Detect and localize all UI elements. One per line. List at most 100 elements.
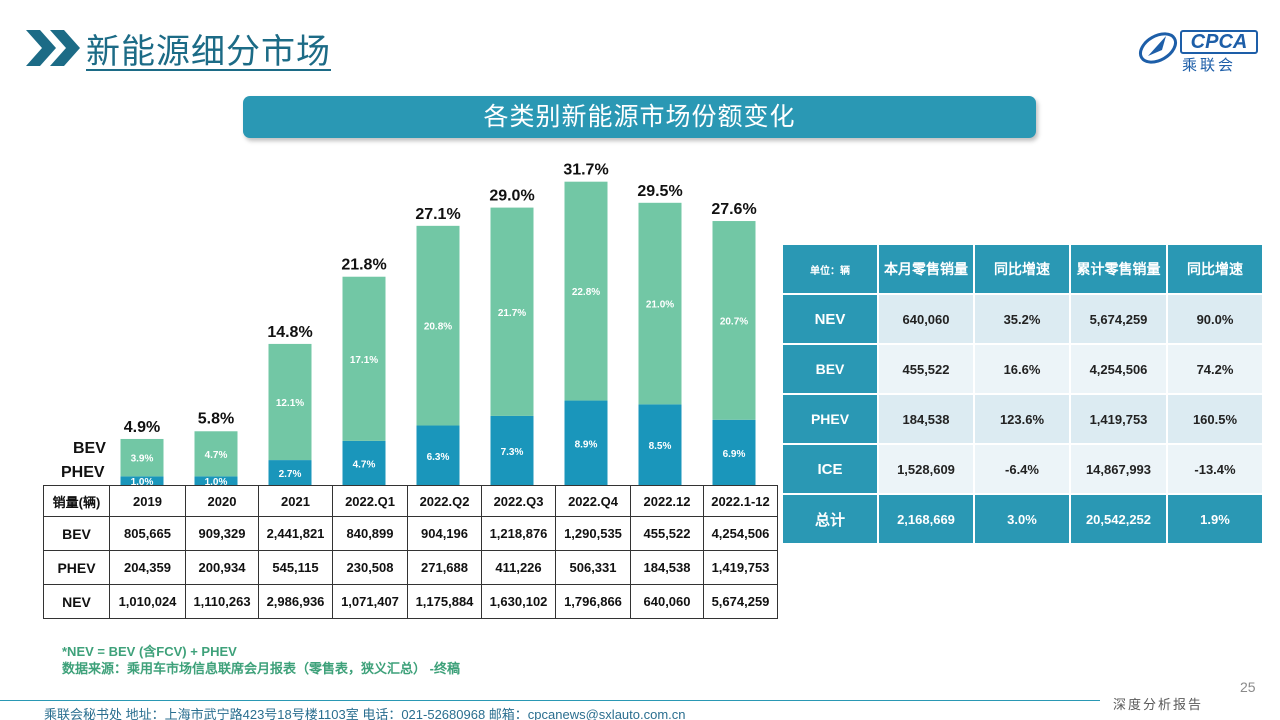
cpca-emblem-icon <box>1138 32 1178 64</box>
table-cell: 411,226 <box>481 550 556 585</box>
table-cell: 160.5% <box>1166 393 1264 445</box>
table-cell: 20,542,252 <box>1069 493 1168 545</box>
table-header-cell: 2022.1-12 <box>703 485 778 517</box>
page-title: 新能源细分市场 <box>86 33 331 71</box>
total-share-label: 5.8% <box>198 410 234 427</box>
table-cell: 14,867,993 <box>1069 443 1168 495</box>
table-header-cell: 同比增速 <box>1166 243 1264 295</box>
bev-bar <box>268 343 312 461</box>
table-row: NEV 640,060 35.2% 5,674,259 90.0% <box>781 293 1264 345</box>
table-header-row: 单位：辆 本月零售销量 同比增速 累计零售销量 同比增速 <box>781 243 1264 295</box>
table-cell: 204,359 <box>109 550 186 585</box>
footer-contact: 乘联会秘书处 地址：上海市武宁路423号18号楼1103室 电话：021-526… <box>44 707 686 720</box>
total-share-label: 27.1% <box>415 206 460 223</box>
table-cell: 200,934 <box>185 550 259 585</box>
phev-data-label: 7.3% <box>501 447 524 458</box>
phev-data-label: 1.0% <box>205 477 228 488</box>
table-cell: 16.6% <box>973 343 1071 395</box>
phev-bar <box>268 460 312 486</box>
table-total-row: 总计 2,168,669 3.0% 20,542,252 1.9% <box>781 493 1264 545</box>
table-cell: 1,218,876 <box>481 516 556 551</box>
nev-definition-note: *NEV = BEV (含FCV) + PHEV <box>62 644 237 659</box>
bev-bar <box>712 221 756 420</box>
table-cell: 909,329 <box>185 516 259 551</box>
bev-series-label: BEV <box>73 440 106 457</box>
table-header-cell: 2019 <box>109 485 186 517</box>
table-cell: 3.0% <box>973 493 1071 545</box>
table-cell: -13.4% <box>1166 443 1264 495</box>
footer-tagline: 深度分析报告 <box>1113 698 1204 713</box>
table-cell: 455,522 <box>877 343 975 395</box>
chart-banner-title: 各类别新能源市场份额变化 <box>243 96 1036 138</box>
total-share-label: 31.7% <box>563 162 608 179</box>
total-share-label: 29.5% <box>637 183 682 200</box>
bev-data-label: 21.7% <box>498 308 526 319</box>
phev-bar <box>120 476 164 486</box>
bev-data-label: 22.8% <box>572 287 600 298</box>
table-cell: 4,254,506 <box>703 516 778 551</box>
table-cell: 1,630,102 <box>481 584 556 619</box>
table-row-label: PHEV <box>781 393 879 445</box>
table-cell: -6.4% <box>973 443 1071 495</box>
phev-data-label: 8.9% <box>575 439 598 450</box>
phev-data-label: 4.7% <box>353 459 376 470</box>
table-header-cell: 累计零售销量 <box>1069 243 1168 295</box>
table-cell: 74.2% <box>1166 343 1264 395</box>
table-header-row: 销量(辆) 2019 2020 2021 2022.Q1 2022.Q2 202… <box>43 485 778 517</box>
total-share-label: 21.8% <box>341 257 386 274</box>
bev-bar <box>120 438 164 477</box>
table-cell: 1,796,866 <box>555 584 631 619</box>
total-share-label: 4.9% <box>124 419 160 436</box>
cpca-logo: CPCA 乘联会 <box>1136 24 1260 74</box>
table-row-label: NEV <box>43 584 110 619</box>
bev-bar <box>638 202 682 405</box>
bev-bar <box>194 431 238 477</box>
table-row: PHEV 184,538 123.6% 1,419,753 160.5% <box>781 393 1264 445</box>
retail-summary-table: 单位：辆 本月零售销量 同比增速 累计零售销量 同比增速 NEV 640,060… <box>781 243 1264 545</box>
logo-subtext: 乘联会 <box>1182 57 1237 74</box>
logo-text: CPCA <box>1180 30 1258 54</box>
phev-bar <box>638 404 682 486</box>
phev-bar <box>194 476 238 486</box>
bev-bar <box>342 276 386 441</box>
table-header-cell: 本月零售销量 <box>877 243 975 295</box>
phev-data-label: 6.9% <box>723 449 746 460</box>
total-share-label: 29.0% <box>489 188 534 205</box>
bev-data-label: 21.0% <box>646 300 674 311</box>
table-cell: 2,168,669 <box>877 493 975 545</box>
table-cell: 840,899 <box>332 516 408 551</box>
table-header-cell: 单位：辆 <box>781 243 879 295</box>
table-cell: 506,331 <box>555 550 631 585</box>
bev-data-label: 4.7% <box>205 450 228 461</box>
phev-data-label: 8.5% <box>649 441 672 452</box>
table-cell: 1,290,535 <box>555 516 631 551</box>
data-source-note: 数据来源：乘用车市场信息联席会月报表（零售表，狭义汇总） -终稿 <box>62 661 460 676</box>
table-row-label: BEV <box>43 516 110 551</box>
table-header-cell: 2020 <box>185 485 259 517</box>
table-cell: 1,419,753 <box>703 550 778 585</box>
bev-bar <box>564 181 608 401</box>
table-cell: 2,441,821 <box>258 516 333 551</box>
table-header-cell: 销量(辆) <box>43 485 110 517</box>
table-cell: 184,538 <box>630 550 704 585</box>
table-row-label: 总计 <box>781 493 879 545</box>
table-header-cell: 2022.Q2 <box>407 485 482 517</box>
table-row-label: PHEV <box>43 550 110 585</box>
table-cell: 640,060 <box>877 293 975 345</box>
table-cell: 4,254,506 <box>1069 343 1168 395</box>
table-row-label: ICE <box>781 443 879 495</box>
table-cell: 545,115 <box>258 550 333 585</box>
table-row-label: BEV <box>781 343 879 395</box>
table-header-cell: 2021 <box>258 485 333 517</box>
table-cell: 904,196 <box>407 516 482 551</box>
phev-bar <box>490 415 534 486</box>
bev-data-label: 20.7% <box>720 316 748 327</box>
table-cell: 5,674,259 <box>703 584 778 619</box>
table-row: BEV 805,665 909,329 2,441,821 840,899 90… <box>43 516 778 551</box>
table-cell: 805,665 <box>109 516 186 551</box>
table-header-cell: 2022.Q3 <box>481 485 556 517</box>
table-header-cell: 2022.12 <box>630 485 704 517</box>
table-cell: 90.0% <box>1166 293 1264 345</box>
chevron-right-icon <box>26 30 80 66</box>
total-share-label: 27.6% <box>711 201 756 218</box>
